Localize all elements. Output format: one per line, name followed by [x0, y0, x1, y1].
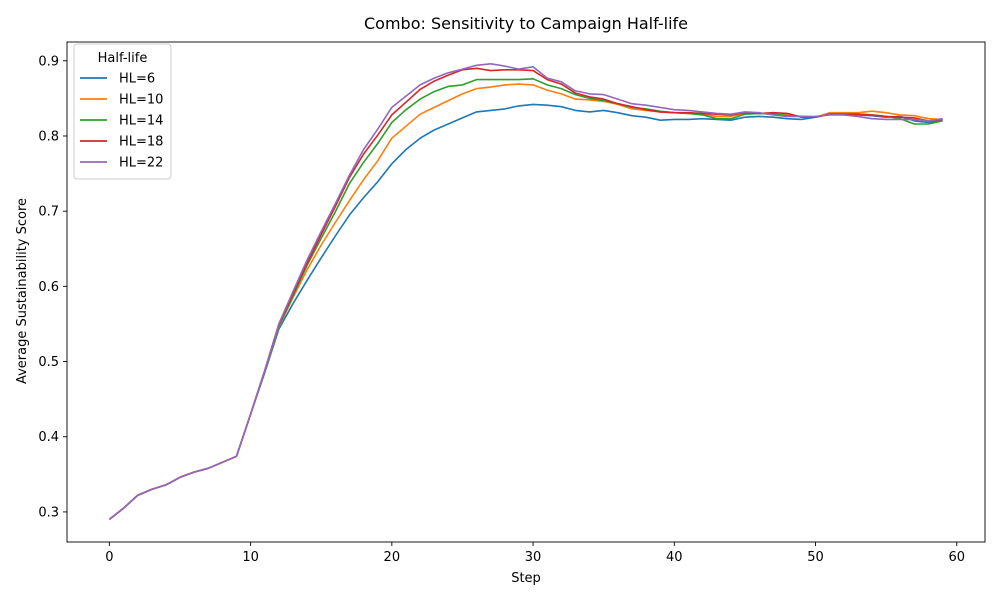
- x-tick-label: 0: [105, 550, 113, 565]
- series-line-4: [108, 62, 943, 521]
- axes-layer: 0 10 20 30 40 50 60 0.3 0.4 0.5 0.6 0.7 0.8 0.9: [38, 41, 986, 565]
- legend-entry-4: HL=22: [119, 156, 163, 171]
- legend-entry-2: HL=14: [119, 114, 163, 129]
- x-axis-label: Step: [511, 571, 541, 586]
- y-axis-label: Average Sustainability Score: [15, 198, 30, 384]
- y-tick-label: 0.3: [38, 505, 59, 520]
- y-tick-label: 0.7: [38, 205, 59, 220]
- y-tick-label: 0.9: [38, 54, 59, 69]
- legend-entry-1: HL=10: [119, 93, 163, 108]
- x-tick-label: 30: [525, 550, 542, 565]
- y-tick-label: 0.4: [38, 430, 59, 445]
- legend-entry-0: HL=6: [119, 72, 155, 87]
- x-tick-label: 60: [948, 550, 965, 565]
- y-tick-label: 0.8: [38, 129, 59, 144]
- legend: Half-life HL=6 HL=10 HL=14 HL=18 HL=22: [73, 43, 172, 180]
- x-tick-label: 10: [242, 550, 259, 565]
- x-tick-label: 40: [666, 550, 683, 565]
- legend-entry-3: HL=18: [119, 135, 163, 150]
- x-tick-label: 20: [384, 550, 401, 565]
- axes-frame: [66, 41, 986, 543]
- chart-title: Combo: Sensitivity to Campaign Half-life: [364, 14, 688, 33]
- legend-title: Half-life: [98, 51, 148, 66]
- series-layer: [108, 62, 943, 521]
- y-tick-label: 0.5: [38, 355, 59, 370]
- x-tick-label: 50: [807, 550, 824, 565]
- y-tick-label: 0.6: [38, 280, 59, 295]
